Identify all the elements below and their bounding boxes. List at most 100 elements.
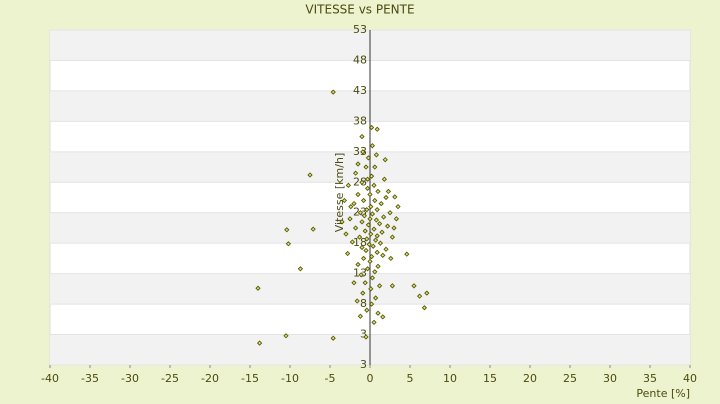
point <box>347 216 353 222</box>
x-tick-label: -20 <box>201 372 219 385</box>
x-tick-label: -15 <box>241 372 259 385</box>
point <box>330 89 336 95</box>
point <box>355 161 361 167</box>
x-tick-label: -30 <box>121 372 139 385</box>
point <box>359 244 365 251</box>
point <box>379 229 385 235</box>
point <box>372 237 379 243</box>
point <box>285 241 292 247</box>
point <box>367 258 373 265</box>
point <box>374 207 380 213</box>
point <box>383 194 389 201</box>
x-tick-label: 10 <box>443 372 457 385</box>
point <box>360 149 366 155</box>
point <box>371 319 377 326</box>
y-tick-label: 3 <box>360 358 367 371</box>
point <box>373 217 380 223</box>
x-tick-label: -35 <box>81 372 99 385</box>
point <box>393 216 400 222</box>
x-tick-label: 20 <box>523 372 537 385</box>
x-tick-label: -25 <box>161 372 179 385</box>
point <box>421 305 428 311</box>
point <box>372 269 378 275</box>
point <box>378 200 384 207</box>
point <box>372 164 378 170</box>
point <box>354 298 360 304</box>
point <box>284 227 290 233</box>
point <box>367 216 373 222</box>
point <box>255 285 261 291</box>
point <box>389 283 396 289</box>
x-tick-label: -5 <box>325 372 336 385</box>
point <box>356 234 363 240</box>
point <box>366 241 372 248</box>
point <box>368 203 374 210</box>
y-tick-label: 3 <box>360 328 367 341</box>
point <box>374 126 380 132</box>
x-axis-title: Pente [%] <box>636 387 690 400</box>
point <box>359 179 365 185</box>
point <box>375 310 381 316</box>
point <box>364 176 371 182</box>
point <box>361 213 368 219</box>
point <box>339 219 345 225</box>
point <box>395 203 401 210</box>
point <box>362 280 368 286</box>
x-tick-label: 5 <box>407 372 414 385</box>
point <box>380 314 386 320</box>
point <box>375 188 381 195</box>
point <box>364 266 371 272</box>
y-tick-label: 13 <box>353 267 367 280</box>
y-tick-label: 8 <box>360 297 367 310</box>
x-tick-label: -40 <box>41 372 59 385</box>
y-tick-label: 43 <box>353 84 367 97</box>
point <box>360 197 367 204</box>
point <box>374 249 380 255</box>
point <box>344 250 351 257</box>
point <box>377 240 384 246</box>
point <box>351 280 357 286</box>
point <box>352 170 359 176</box>
point <box>349 239 356 245</box>
x-tick-label: 35 <box>643 372 657 385</box>
point <box>368 124 375 131</box>
point <box>380 252 386 259</box>
point <box>385 188 392 195</box>
y-tick-label: 48 <box>353 53 367 66</box>
point <box>363 247 369 254</box>
point <box>352 225 359 231</box>
y-axis-title: Vitesse [km/h] <box>333 153 346 233</box>
point <box>424 290 430 296</box>
point <box>404 251 410 257</box>
point <box>363 334 369 340</box>
point <box>345 182 352 188</box>
point <box>358 272 364 278</box>
point <box>373 152 380 158</box>
point <box>389 234 396 240</box>
chart-title: VITESSE vs PENTE <box>305 3 414 17</box>
point <box>370 243 376 249</box>
point <box>368 173 375 179</box>
point <box>368 286 374 292</box>
point <box>364 307 370 313</box>
x-tick-label: 40 <box>683 372 697 385</box>
point <box>357 313 364 319</box>
point <box>365 222 372 228</box>
point <box>307 172 313 178</box>
point <box>387 210 393 216</box>
point <box>355 191 361 198</box>
point <box>371 182 377 188</box>
point <box>310 226 316 232</box>
point <box>360 290 366 296</box>
point <box>355 261 361 268</box>
point <box>297 266 304 272</box>
point <box>362 228 368 234</box>
x-tick-label: -10 <box>281 372 299 385</box>
point <box>369 143 376 149</box>
point <box>351 200 357 207</box>
point <box>374 233 380 239</box>
point <box>359 133 365 140</box>
point <box>371 226 377 232</box>
x-tick-label: 30 <box>603 372 617 385</box>
